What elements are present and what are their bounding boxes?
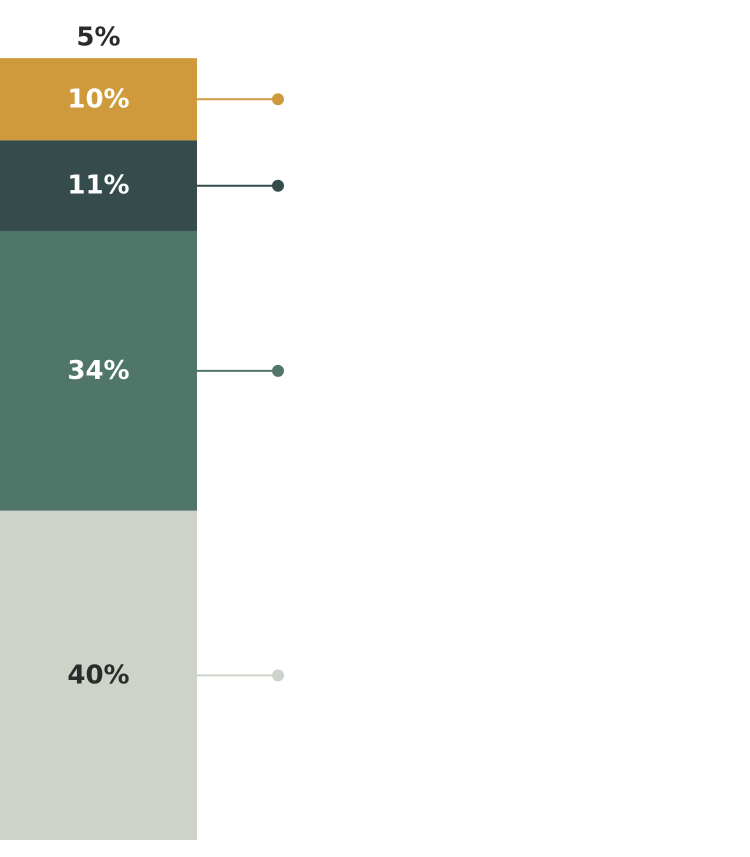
segment-label-4: 40% — [67, 660, 129, 690]
segment-labels: 5% 10% 11% 34% 40% — [67, 23, 129, 691]
connectors — [197, 93, 284, 682]
connector-dot-1 — [272, 93, 284, 106]
bar-segment-3 — [0, 230, 197, 511]
segment-label-0: 5% — [76, 23, 120, 53]
bar-segment-2 — [0, 140, 197, 231]
connector-dot-4 — [272, 669, 284, 682]
segment-label-3: 34% — [67, 356, 129, 386]
bar-segment-4 — [0, 510, 197, 840]
connector-dot-3 — [272, 364, 284, 377]
bar-segment-0 — [0, 17, 197, 59]
connector-dot-2 — [272, 179, 284, 192]
bar-segment-1 — [0, 58, 197, 141]
segment-label-2: 11% — [67, 171, 129, 201]
segment-label-1: 10% — [67, 84, 129, 114]
bar-segments — [0, 17, 197, 840]
